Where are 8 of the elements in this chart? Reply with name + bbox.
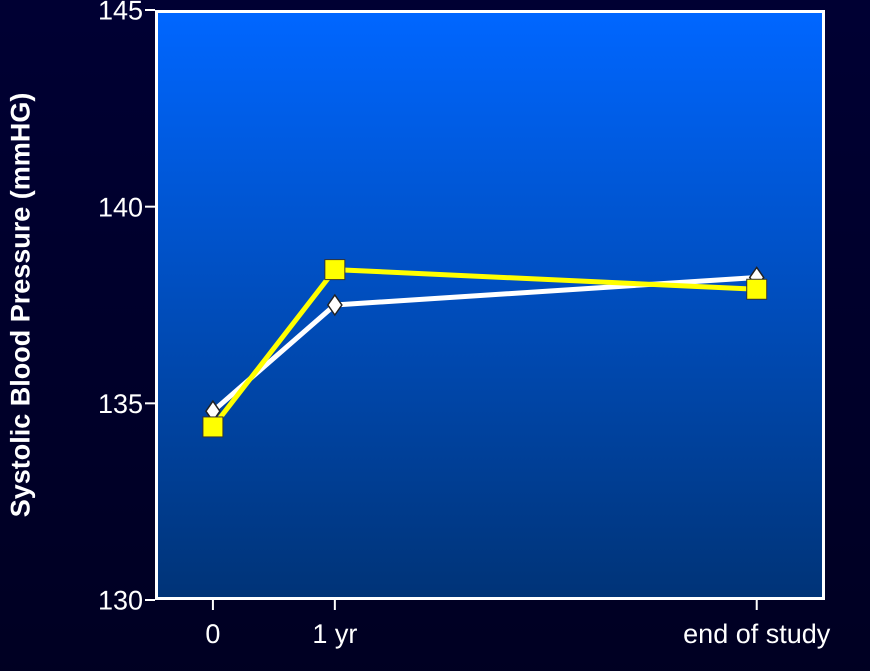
y-tick-label: 135 xyxy=(98,388,143,419)
y-tick-label: 145 xyxy=(98,0,143,26)
x-tick-label: end of study xyxy=(683,619,831,650)
y-tick-label: 130 xyxy=(98,586,143,616)
y-axis-title: Systolic Blood Pressure (mmHG) xyxy=(6,92,36,518)
x-tick-label: 1 yr xyxy=(312,619,358,650)
x-tick-label: 0 xyxy=(205,619,220,650)
y-tick-label: 140 xyxy=(98,192,143,222)
